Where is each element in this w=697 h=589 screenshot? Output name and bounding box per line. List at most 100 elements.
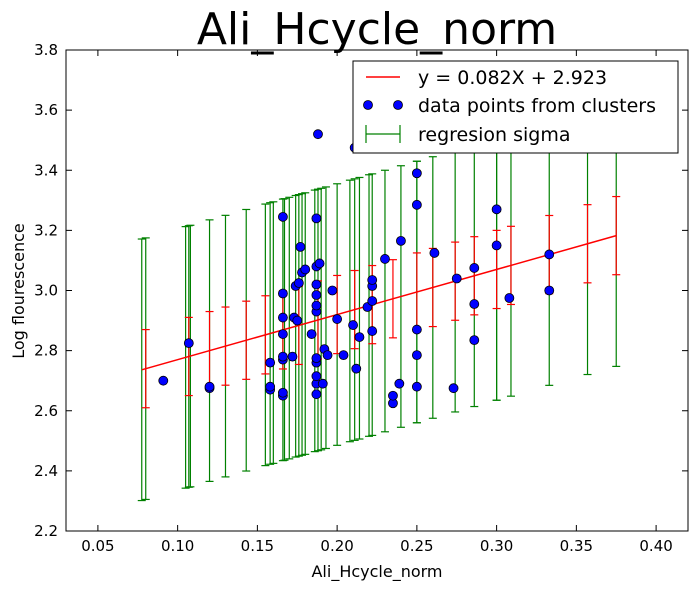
x-tick-label-0: 0.05 (81, 537, 114, 555)
data-point-55 (394, 378, 405, 389)
data-point-19 (293, 278, 304, 288)
data-point-12 (278, 312, 288, 323)
y-axis-label: Log flourescence (9, 223, 28, 359)
data-point-30 (311, 300, 322, 311)
plot-area (137, 104, 621, 502)
y-tick-label-3: 2.8 (34, 342, 58, 360)
legend-box (352, 60, 679, 154)
x-tick-label-5: 0.30 (480, 537, 513, 555)
sigma-errorbar-inner-10 (350, 269, 359, 350)
data-point-28 (311, 353, 322, 364)
data-point-31 (311, 290, 322, 300)
data-point-6 (265, 357, 276, 368)
data-point-14 (278, 211, 288, 222)
data-point-39 (322, 350, 333, 361)
y-tick-label-4: 3.0 (34, 282, 58, 300)
data-point-66 (469, 299, 480, 309)
data-point-61 (411, 168, 422, 179)
y-tick-label-2: 2.6 (34, 402, 58, 420)
legend: y = 0.082X + 2.923 data points from clus… (352, 60, 679, 154)
data-point-13 (278, 288, 288, 299)
y-tick-label-8: 3.8 (34, 41, 58, 59)
data-point-24 (311, 389, 322, 400)
data-point-26 (311, 371, 322, 382)
sigma-errorbar-inner-12 (388, 259, 397, 339)
legend-marker-swatch-1 (363, 100, 373, 110)
axis-ticks: 0.05 0.10 0.15 0.20 0.25 0.30 0.35 0.40 2.2 2.4 2.… (34, 41, 688, 555)
data-points (158, 129, 555, 409)
sigma-errorbar-inner-1 (184, 316, 193, 397)
sigma-errorbar-inner-0 (141, 328, 150, 409)
legend-label-regression: y = 0.082X + 2.923 (418, 67, 607, 89)
data-point-32 (311, 279, 322, 290)
data-point-51 (367, 275, 378, 285)
sigma-errorbar-inner-13 (412, 252, 421, 332)
legend-label-points: data points from clusters (418, 95, 656, 117)
chart-title: Ali_Hcycle_norm (197, 4, 557, 55)
sigma-errorbar-inner-4 (242, 300, 251, 380)
x-tick-label-3: 0.20 (320, 537, 353, 555)
x-tick-label-7: 0.40 (639, 537, 672, 555)
data-point-10 (278, 351, 288, 362)
y-tick-label-5: 3.2 (34, 221, 58, 239)
data-point-67 (469, 263, 480, 273)
data-point-65 (469, 335, 480, 346)
regression-line-group (141, 234, 617, 371)
data-point-49 (367, 296, 378, 306)
data-point-68 (491, 240, 502, 251)
y-tick-label-6: 3.4 (34, 161, 58, 179)
y-tick-label-0: 2.2 (34, 522, 58, 540)
sigma-errorbar-inner-14 (428, 247, 437, 328)
x-tick-label-4: 0.25 (400, 537, 433, 555)
data-point-1 (183, 338, 194, 349)
data-point-22 (300, 264, 311, 275)
data-point-42 (338, 350, 349, 361)
data-point-18 (292, 315, 303, 326)
data-point-45 (351, 363, 362, 374)
data-point-5 (265, 381, 276, 392)
data-point-11 (278, 329, 288, 339)
data-point-63 (448, 383, 459, 394)
data-point-48 (367, 326, 378, 336)
data-point-69 (491, 204, 502, 215)
data-point-34 (311, 213, 322, 224)
data-point-41 (332, 314, 343, 324)
legend-label-sigma: regresion sigma (418, 124, 571, 146)
data-point-70 (504, 293, 515, 303)
sigma-errorbar-inner-2 (205, 310, 214, 391)
data-point-0 (158, 375, 169, 386)
data-point-15 (287, 351, 298, 362)
data-point-57 (411, 381, 422, 392)
data-point-37 (317, 378, 328, 389)
x-tick-label-6: 0.35 (560, 537, 593, 555)
sigma-errorbars-inner (141, 195, 621, 409)
data-point-43 (348, 320, 358, 330)
data-point-62 (429, 248, 440, 258)
x-tick-label-1: 0.10 (161, 537, 194, 555)
data-point-59 (411, 324, 422, 335)
data-point-52 (380, 254, 390, 264)
x-tick-label-2: 0.15 (241, 537, 274, 555)
data-point-36 (314, 258, 325, 269)
data-point-8 (278, 387, 288, 398)
data-point-71 (544, 285, 555, 296)
sigma-errorbar-inner-21 (612, 195, 621, 276)
data-point-46 (354, 332, 365, 342)
data-point-3 (204, 381, 215, 392)
data-point-35 (313, 129, 323, 140)
data-point-54 (388, 390, 398, 401)
sigma-errorbar-inner-5 (261, 295, 270, 375)
data-point-72 (544, 249, 555, 260)
data-point-58 (411, 350, 422, 361)
legend-marker-swatch-2 (393, 100, 403, 110)
data-point-56 (396, 235, 406, 246)
data-point-64 (451, 273, 462, 284)
y-tick-label-7: 3.6 (34, 101, 58, 119)
x-axis-label: Ali_Hcycle_norm (311, 562, 442, 582)
sigma-errorbar-inner-3 (221, 306, 230, 386)
data-point-40 (327, 285, 338, 296)
data-point-20 (295, 242, 306, 252)
sigma-errorbar-inner-18 (506, 225, 515, 306)
sigma-errorbar-inner-20 (583, 204, 592, 284)
